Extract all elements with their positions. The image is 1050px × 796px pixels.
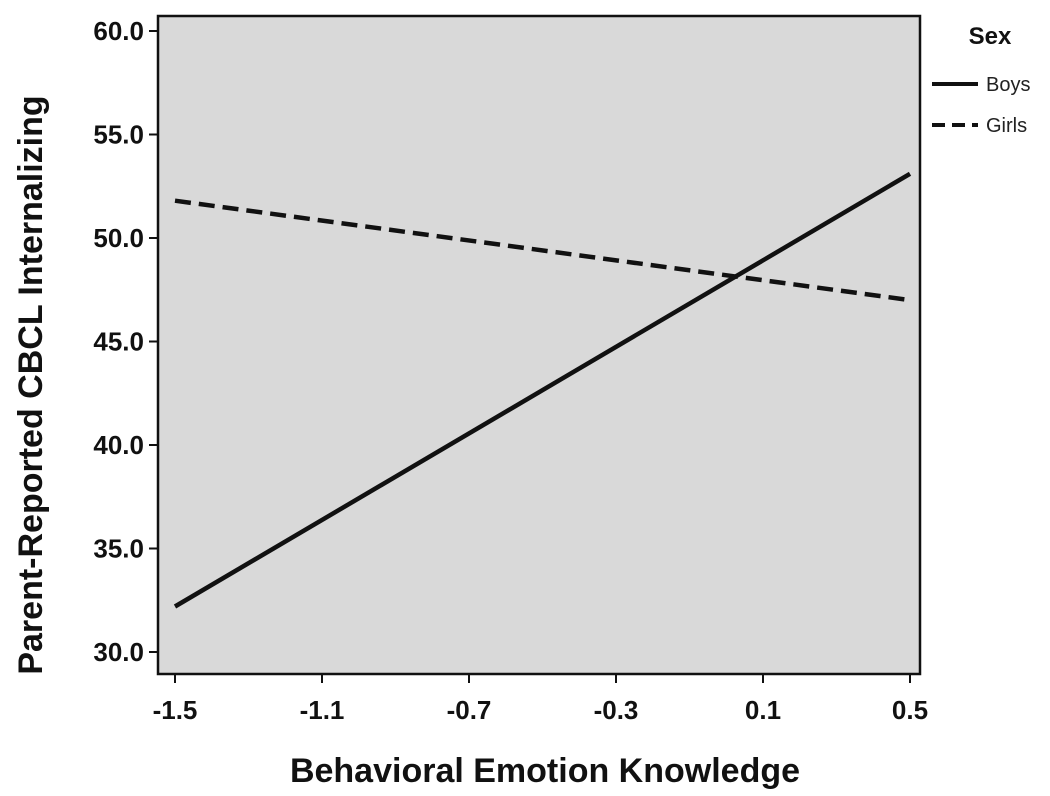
x-tick-label: -1.5 [153,695,198,725]
series-line-girls [174,198,911,303]
x-tick-label: 0.5 [892,695,928,725]
series-layer [173,171,912,609]
y-tick-label: 35.0 [93,534,144,564]
plot-area [156,14,922,676]
y-tick-label: 45.0 [93,327,144,357]
legend-title: Sex [969,23,1012,50]
x-tick-label: -0.7 [447,695,492,725]
x-tick-label: -1.1 [300,695,345,725]
x-axis-title: Behavioral Emotion Knowledge [290,752,800,790]
legend-label-boys: Boys [986,74,1030,96]
x-tick-label: -0.3 [594,695,639,725]
series-line-boys [173,171,912,609]
y-tick-label: 30.0 [93,637,144,667]
y-axis-title: Parent-Reported CBCL Internalizing [12,95,50,674]
legend: Sex Boys Girls [932,23,1030,137]
x-axis: -1.5 -1.1 -0.7 -0.3 0.1 0.5 [153,674,928,725]
y-tick-label: 50.0 [93,223,144,253]
y-axis: 30.0 35.0 40.0 45.0 50.0 55.0 60.0 [93,16,158,667]
y-tick-label: 40.0 [93,430,144,460]
legend-label-girls: Girls [986,115,1027,137]
x-tick-label: 0.1 [745,695,781,725]
y-tick-label: 55.0 [93,120,144,150]
y-tick-label: 60.0 [93,16,144,46]
